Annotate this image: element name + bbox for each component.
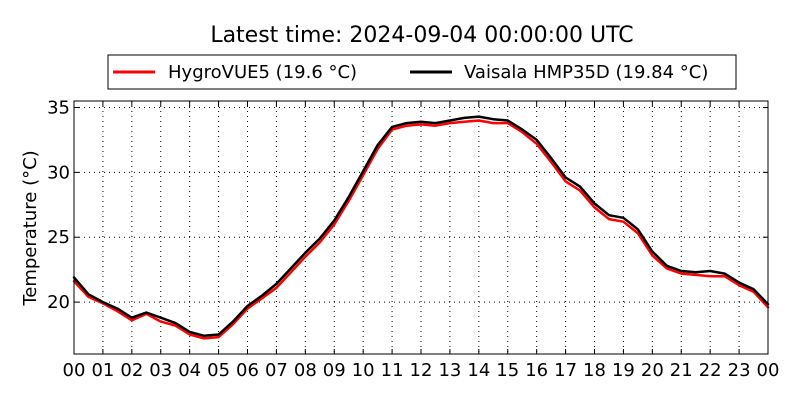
x-tick-label: 14 [467,360,490,381]
y-tick-label: 25 [47,227,70,248]
y-tick-label: 35 [47,97,70,118]
x-tick-label: 04 [178,360,201,381]
series-line-vaisala [72,115,770,338]
x-tick-label: 01 [91,360,114,381]
x-tick-label: 20 [641,360,664,381]
x-tick-label: 23 [728,360,751,381]
axis-ticks: 00 01 02 03 04 05 06 07 08 09 10 11 12 13 14 15 16 17 18 19… [47,97,779,381]
x-tick-label: 22 [699,360,722,381]
legend-label-vaisala: Vaisala HMP35D (19.84 °C) [464,62,708,83]
x-tick-label: 17 [554,360,577,381]
x-tick-label: 06 [236,360,259,381]
grid [74,101,768,354]
plot-area: 00 01 02 03 04 05 06 07 08 09 10 11 12 13 14 15 16 17 18 19… [47,97,779,381]
chart-title: Latest time: 2024-09-04 00:00:00 UTC [210,23,633,48]
x-tick-label: 09 [323,360,346,381]
x-tick-label: 05 [207,360,230,381]
x-tick-label: 02 [120,360,143,381]
x-tick-label: 12 [410,360,433,381]
series-line-hygrovue5 [72,119,770,340]
x-tick-label: 18 [583,360,606,381]
x-tick-label: 08 [294,360,317,381]
x-tick-label: 11 [381,360,404,381]
y-tick-label: 20 [47,292,70,313]
legend: HygroVUE5 (19.6 °C) Vaisala HMP35D (19.8… [107,54,737,90]
x-tick-label: 00 [757,360,780,381]
x-tick-label: 10 [352,360,375,381]
x-tick-label: 13 [438,360,461,381]
x-tick-label: 19 [612,360,635,381]
x-tick-label: 15 [496,360,519,381]
legend-label-hygrovue5: HygroVUE5 (19.6 °C) [168,62,357,83]
series-lines [72,115,770,340]
x-tick-label: 16 [525,360,548,381]
x-tick-label: 07 [265,360,288,381]
x-tick-label: 00 [63,360,86,381]
y-tick-label: 30 [47,162,70,183]
x-tick-label: 03 [149,360,172,381]
y-axis-label: Temperature (°C) [20,150,41,306]
x-tick-label: 21 [670,360,693,381]
